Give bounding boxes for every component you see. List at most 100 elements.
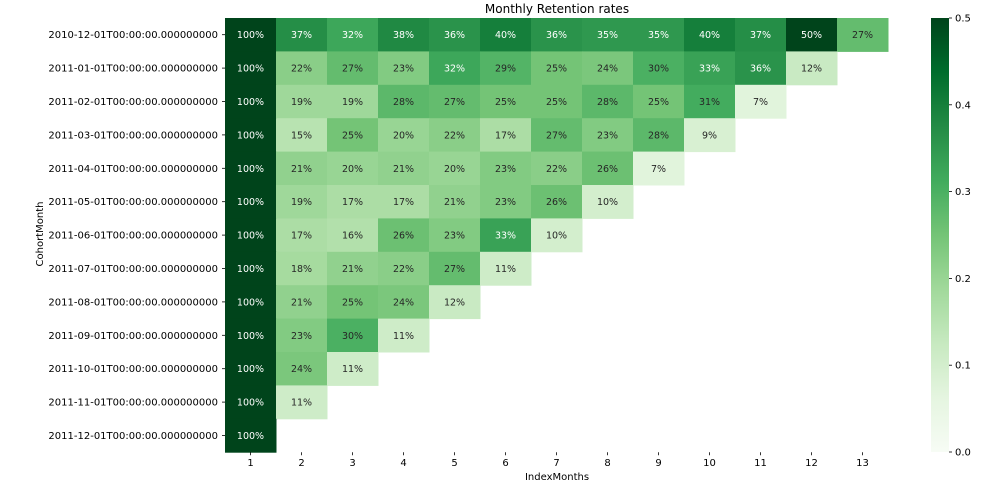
heatmap-cell bbox=[327, 51, 379, 86]
heatmap-cell bbox=[582, 18, 634, 52]
heatmap-cell bbox=[378, 218, 430, 253]
heatmap-cell-label: 25% bbox=[495, 97, 516, 108]
heatmap-cell-label: 33% bbox=[495, 231, 516, 242]
heatmap-cell bbox=[378, 285, 430, 320]
heatmap-cell bbox=[276, 185, 328, 219]
colorbar-tick-label: 0.2 bbox=[955, 274, 971, 285]
heatmap-cell bbox=[633, 118, 685, 153]
heatmap-cell bbox=[378, 318, 430, 353]
heatmap-cell bbox=[786, 51, 838, 86]
x-tick-label: 9 bbox=[655, 458, 661, 469]
heatmap-cell-label: 33% bbox=[699, 64, 720, 75]
heatmap-cell-label: 38% bbox=[393, 30, 414, 41]
heatmap-cell bbox=[684, 51, 736, 86]
heatmap-cell-label: 25% bbox=[546, 64, 567, 75]
heatmap-cell bbox=[327, 18, 379, 52]
heatmap-cell bbox=[378, 185, 430, 219]
heatmap-cell bbox=[480, 18, 532, 52]
heatmap-cell-label: 25% bbox=[342, 130, 363, 141]
heatmap-cell-label: 23% bbox=[495, 164, 516, 175]
heatmap-cell bbox=[429, 285, 481, 320]
heatmap-cell bbox=[582, 151, 634, 186]
heatmap-cell-label: 27% bbox=[852, 30, 873, 41]
heatmap-cell-label: 17% bbox=[393, 197, 414, 208]
heatmap-cell bbox=[276, 385, 328, 420]
heatmap-cell-label: 17% bbox=[291, 231, 312, 242]
heatmap-cell bbox=[531, 118, 583, 153]
heatmap-cell bbox=[684, 18, 736, 52]
heatmap-cell-label: 100% bbox=[237, 431, 264, 442]
heatmap-cell-label: 37% bbox=[291, 30, 312, 41]
heatmap-cell bbox=[480, 118, 532, 153]
heatmap-cell-label: 11% bbox=[291, 398, 312, 409]
heatmap-cell bbox=[276, 318, 328, 353]
heatmap-cell bbox=[531, 185, 583, 219]
heatmap-cell bbox=[276, 251, 328, 286]
x-tick-label: 11 bbox=[754, 458, 767, 469]
y-tick-label: 2011-11-01T00:00:00.000000000 bbox=[48, 398, 218, 409]
heatmap-cell bbox=[480, 51, 532, 86]
colorbar-tick-label: 0.4 bbox=[955, 100, 971, 111]
heatmap-cell-label: 24% bbox=[393, 297, 414, 308]
heatmap-cell-label: 28% bbox=[648, 130, 669, 141]
colorbar-tick-label: 0.1 bbox=[955, 361, 971, 372]
heatmap-cell-label: 50% bbox=[801, 30, 822, 41]
heatmap-cell-label: 22% bbox=[291, 64, 312, 75]
heatmap-cell-label: 100% bbox=[237, 130, 264, 141]
heatmap-cell-label: 100% bbox=[237, 264, 264, 275]
heatmap-cell-label: 100% bbox=[237, 364, 264, 375]
heatmap-cell bbox=[786, 18, 838, 52]
heatmap-cell-label: 28% bbox=[393, 97, 414, 108]
heatmap-cell bbox=[276, 84, 328, 119]
heatmap-cell bbox=[327, 185, 379, 219]
heatmap-cell-label: 37% bbox=[750, 30, 771, 41]
heatmap-cell bbox=[327, 285, 379, 320]
heatmap-cell bbox=[327, 352, 379, 386]
y-tick-label: 2011-02-01T00:00:00.000000000 bbox=[48, 97, 218, 108]
heatmap-cell-label: 11% bbox=[495, 264, 516, 275]
heatmap-cell bbox=[429, 18, 481, 52]
heatmap-cell bbox=[327, 218, 379, 253]
x-tick-label: 13 bbox=[856, 458, 869, 469]
y-tick-label: 2011-12-01T00:00:00.000000000 bbox=[48, 431, 218, 442]
y-tick-label: 2011-06-01T00:00:00.000000000 bbox=[48, 231, 218, 242]
colorbar-gradient bbox=[931, 18, 949, 452]
heatmap-cell-label: 40% bbox=[699, 30, 720, 41]
heatmap-cell bbox=[327, 84, 379, 119]
heatmap-cell-label: 24% bbox=[597, 64, 618, 75]
heatmap-cell-label: 20% bbox=[444, 164, 465, 175]
heatmap-cell bbox=[378, 251, 430, 286]
heatmap-cell bbox=[378, 84, 430, 119]
heatmap-cell-label: 36% bbox=[750, 64, 771, 75]
heatmap-cell-labels: 100% 37% 32% 38% 36% 40% 36% 35% 35% 40% 37% 50% 27%… bbox=[237, 30, 873, 442]
y-tick-label: 2011-10-01T00:00:00.000000000 bbox=[48, 364, 218, 375]
colorbar-tick-label: 0.5 bbox=[955, 14, 971, 25]
x-axis-ticks: 1 2 3 4 5 6 7 8 9 10 11 12 13 bbox=[247, 452, 869, 469]
heatmap-cell-label: 32% bbox=[342, 30, 363, 41]
heatmap-cell-label: 23% bbox=[597, 130, 618, 141]
heatmap-cells bbox=[225, 18, 889, 453]
x-tick-label: 10 bbox=[703, 458, 716, 469]
heatmap-cell bbox=[429, 51, 481, 86]
y-tick-label: 2011-03-01T00:00:00.000000000 bbox=[48, 130, 218, 141]
heatmap-cell-label: 15% bbox=[291, 130, 312, 141]
heatmap-cell-label: 35% bbox=[597, 30, 618, 41]
heatmap-cell bbox=[480, 84, 532, 119]
heatmap-cell bbox=[225, 385, 277, 420]
heatmap-cell bbox=[225, 352, 277, 386]
heatmap-cell bbox=[735, 84, 787, 119]
heatmap-cell-label: 19% bbox=[291, 197, 312, 208]
colorbar-tick-label: 0.0 bbox=[955, 448, 971, 459]
heatmap-cell bbox=[480, 251, 532, 286]
y-tick-label: 2011-07-01T00:00:00.000000000 bbox=[48, 264, 218, 275]
heatmap-cell bbox=[735, 18, 787, 52]
heatmap-cell bbox=[633, 51, 685, 86]
x-tick-label: 12 bbox=[805, 458, 818, 469]
heatmap-cell-label: 27% bbox=[342, 64, 363, 75]
heatmap-cell-label: 7% bbox=[753, 97, 768, 108]
heatmap-cell bbox=[276, 352, 328, 386]
heatmap-cell-label: 18% bbox=[291, 264, 312, 275]
heatmap-cell bbox=[276, 51, 328, 86]
heatmap-cell-label: 17% bbox=[342, 197, 363, 208]
heatmap-cell bbox=[327, 151, 379, 186]
